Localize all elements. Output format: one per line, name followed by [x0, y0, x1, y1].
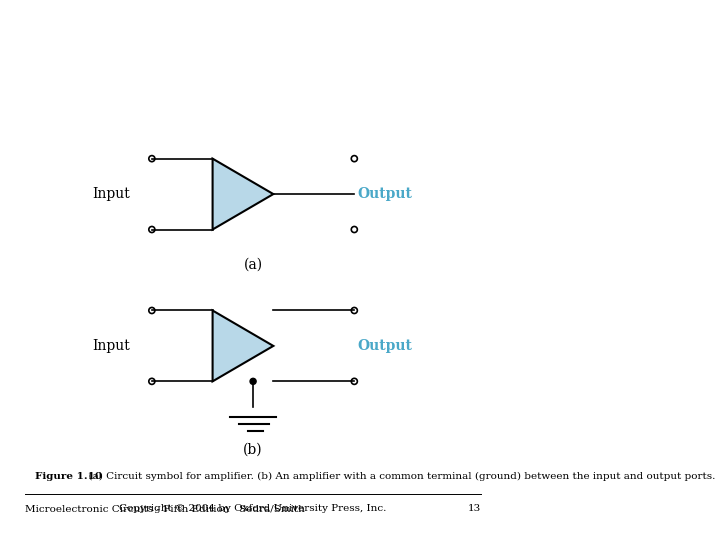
- Text: 13: 13: [467, 504, 481, 514]
- Text: Output: Output: [357, 339, 412, 353]
- Polygon shape: [212, 310, 274, 381]
- Text: Input: Input: [92, 339, 130, 353]
- Text: Output: Output: [357, 187, 412, 201]
- Circle shape: [250, 379, 256, 384]
- Text: (a): (a): [243, 258, 263, 272]
- Text: Input: Input: [92, 187, 130, 201]
- Polygon shape: [212, 159, 274, 230]
- Text: (b): (b): [243, 443, 263, 457]
- Text: Microelectronic Circuits - Fifth Edition   Sedra/Smith: Microelectronic Circuits - Fifth Edition…: [25, 504, 305, 514]
- Text: Figure 1.10: Figure 1.10: [35, 471, 102, 481]
- Text: (a) Circuit symbol for amplifier. (b) An amplifier with a common terminal (groun: (a) Circuit symbol for amplifier. (b) An…: [82, 471, 716, 481]
- Text: Copyright © 2004 by Oxford University Press, Inc.: Copyright © 2004 by Oxford University Pr…: [120, 504, 387, 514]
